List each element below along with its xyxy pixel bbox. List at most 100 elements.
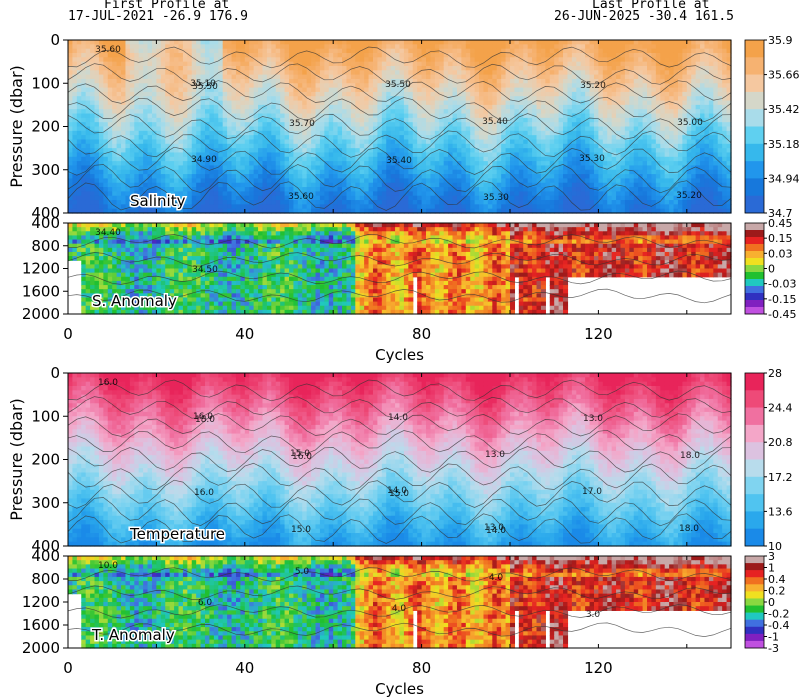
contour-line bbox=[67, 446, 732, 473]
colorbar-swatch bbox=[745, 251, 764, 259]
x-axis-label: Cycles bbox=[375, 680, 424, 698]
y-tick-label: 200 bbox=[31, 451, 60, 469]
contour-label: 16.0 bbox=[292, 452, 312, 462]
contour-label: 13.0 bbox=[583, 414, 603, 424]
colorbar-swatch bbox=[745, 230, 764, 238]
colorbar-tick-label: 28 bbox=[768, 367, 782, 380]
colorbar-tick-label: 3 bbox=[768, 550, 775, 563]
colorbar-tick-label: 0.03 bbox=[768, 247, 793, 260]
colorbar-swatch bbox=[745, 293, 764, 301]
colorbar-swatch bbox=[745, 584, 764, 592]
colorbar-tick-label: 0 bbox=[768, 596, 775, 609]
contour-label: 17.0 bbox=[582, 487, 602, 497]
contour-line bbox=[67, 113, 732, 140]
contour-label: 35.50 bbox=[385, 80, 411, 90]
colorbar-swatch bbox=[745, 57, 764, 75]
colorbar-tick-label: 0.45 bbox=[768, 217, 793, 230]
contour-line bbox=[67, 497, 732, 527]
colorbar: 28 24.4 20.8 17.2 13.6 10 bbox=[744, 367, 793, 553]
contour-label: 16.0 bbox=[193, 412, 213, 422]
x-tick-label: 40 bbox=[235, 325, 254, 343]
contour-line bbox=[67, 63, 732, 86]
contour-label: 35.50 bbox=[192, 82, 218, 92]
heatmap-cells bbox=[68, 556, 732, 649]
colorbar-tick-label: 0.4 bbox=[768, 573, 786, 586]
y-tick-label: 800 bbox=[31, 570, 60, 588]
colorbar-swatch bbox=[745, 459, 764, 478]
panel-salinity: 35.60 35.50 35.70 35.40 35.30 35.20 35.00 34.90… bbox=[7, 31, 800, 222]
contour-lines bbox=[67, 46, 732, 211]
contour-line bbox=[67, 252, 732, 267]
colorbar: 0.45 0.15 0.03 0 -0.03 -0.15 -0.45 bbox=[744, 217, 796, 321]
colorbar-swatch bbox=[745, 442, 764, 460]
heatmap-cells bbox=[68, 40, 732, 214]
colorbar-tick-label: 34.94 bbox=[768, 172, 800, 185]
x-tick-label: 120 bbox=[584, 325, 613, 343]
colorbar-swatch bbox=[745, 407, 764, 426]
contour-line bbox=[67, 429, 732, 455]
contour-line bbox=[67, 288, 732, 304]
contour-label: 35.60 bbox=[95, 45, 121, 55]
contour-label: 4.0 bbox=[489, 573, 504, 583]
panel-label: Temperature bbox=[129, 525, 225, 543]
contour-label: 6.0 bbox=[198, 598, 213, 608]
x-axis-upper: 0 40 80 120 Cycles bbox=[63, 325, 612, 364]
y-axis-label: Pressure (dbar) bbox=[7, 398, 26, 521]
contour-label: 10.0 bbox=[98, 561, 118, 571]
panel-label: T. Anomaly bbox=[91, 626, 175, 644]
colorbar-tick-label: -0.2 bbox=[768, 608, 789, 621]
colorbar-swatch bbox=[745, 74, 764, 93]
colorbar: 35.9 35.66 35.42 35.18 34.94 34.7 bbox=[744, 34, 800, 220]
colorbar-swatch bbox=[745, 91, 764, 110]
x-tick-label: 80 bbox=[412, 325, 431, 343]
last-profile-title: Last Profile at bbox=[592, 0, 710, 12]
contour-line bbox=[67, 479, 732, 509]
contour-label: 18.0 bbox=[679, 524, 699, 534]
first-profile-title: First Profile at bbox=[104, 0, 230, 12]
colorbar-frame bbox=[744, 372, 765, 547]
contour-label: 15.0 bbox=[290, 449, 310, 459]
y-tick-label: 2000 bbox=[22, 305, 60, 323]
colorbar-swatch bbox=[745, 109, 764, 127]
y-tick-label: 400 bbox=[31, 547, 60, 565]
contour-label: 35.30 bbox=[579, 154, 605, 164]
colorbar-tick-label: 0 bbox=[768, 263, 775, 276]
colorbar-swatch bbox=[745, 279, 764, 287]
colorbar-tick-label: 34.7 bbox=[768, 207, 793, 220]
colorbar-tick-label: 0.2 bbox=[768, 585, 786, 598]
colorbar-swatch bbox=[745, 300, 764, 308]
y-tick-label: 1600 bbox=[22, 616, 60, 634]
contour-label: 15.0 bbox=[389, 489, 409, 499]
contour-line bbox=[67, 46, 732, 69]
first-profile-info: 17-JUL-2021 -26.9 176.9 bbox=[68, 10, 248, 24]
x-tick-label: 120 bbox=[584, 659, 613, 677]
contour-label: 16.0 bbox=[98, 378, 118, 388]
contour-line bbox=[67, 164, 732, 194]
contour-label: 16.0 bbox=[194, 488, 214, 498]
y-tick-label: 0 bbox=[50, 364, 60, 382]
contour-line bbox=[67, 80, 732, 104]
colorbar-swatch bbox=[745, 640, 764, 649]
colorbar-frame bbox=[744, 39, 765, 214]
colorbar: 310.40.20-0.2-0.4-1-3 bbox=[744, 550, 789, 655]
contour-label: 18.0 bbox=[195, 415, 215, 425]
y-tick-label: 400 bbox=[31, 204, 60, 222]
contour-line bbox=[67, 413, 732, 437]
contour-label: 5.0 bbox=[295, 567, 310, 577]
colorbar-swatch bbox=[745, 258, 764, 266]
colorbar-swatch bbox=[745, 424, 764, 443]
colorbar-tick-label: -0.45 bbox=[768, 308, 796, 321]
colorbar-swatch bbox=[745, 598, 764, 606]
colorbar-swatch bbox=[745, 272, 764, 280]
y-tick-label: 300 bbox=[31, 494, 60, 512]
colorbar-tick-label: -0.03 bbox=[768, 278, 796, 291]
panel-s-anomaly: 34.40 34.50 400 800 1200 1600 2000 S. Anomaly 0.… bbox=[22, 214, 797, 323]
colorbar-swatch bbox=[745, 511, 764, 529]
colorbar-tick-label: -3 bbox=[768, 642, 779, 655]
colorbar-swatch bbox=[745, 619, 764, 628]
contour-label: 14.0 bbox=[486, 526, 506, 536]
heatmap-cells bbox=[68, 223, 732, 315]
colorbar-swatch bbox=[745, 143, 764, 162]
colorbar-tick-label: 0.15 bbox=[768, 232, 793, 245]
colorbar-tick-label: 35.42 bbox=[768, 103, 800, 116]
